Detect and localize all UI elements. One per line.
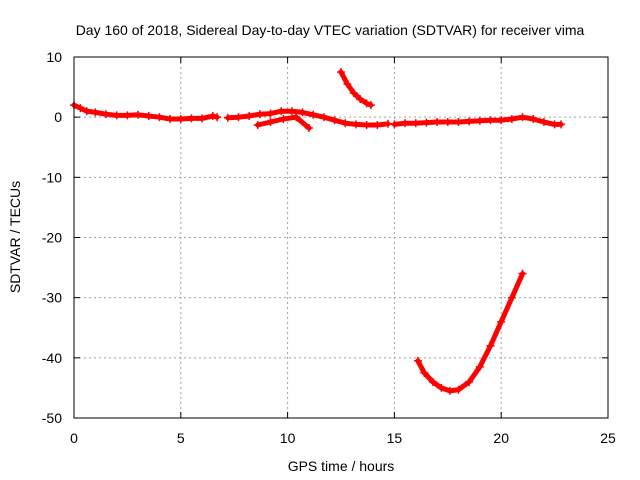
data-point bbox=[292, 113, 301, 122]
data-point bbox=[454, 117, 463, 126]
data-point bbox=[362, 120, 371, 129]
data-point bbox=[166, 114, 175, 123]
data-point bbox=[187, 114, 196, 123]
data-point bbox=[76, 104, 85, 113]
data-point bbox=[497, 116, 506, 125]
data-point bbox=[454, 385, 463, 394]
data-point bbox=[465, 117, 474, 126]
data-point bbox=[507, 293, 516, 302]
data-point bbox=[443, 117, 452, 126]
data-point bbox=[557, 120, 566, 129]
data-point bbox=[349, 89, 358, 98]
data-point bbox=[475, 362, 484, 371]
data-point bbox=[518, 113, 527, 122]
data-point bbox=[245, 111, 254, 120]
y-tick-label: -30 bbox=[42, 290, 62, 306]
data-point bbox=[475, 116, 484, 125]
axis-ticks: 0 5 10 15 20 25 10 0 -10 -20 -30 -40 -50 bbox=[42, 49, 616, 446]
data-point bbox=[351, 120, 360, 129]
series-sdtvar bbox=[70, 68, 566, 395]
data-point bbox=[176, 114, 185, 123]
x-tick-label: 20 bbox=[493, 430, 509, 446]
x-tick-label: 5 bbox=[177, 430, 185, 446]
data-point bbox=[428, 377, 437, 386]
data-point bbox=[309, 110, 318, 119]
data-point bbox=[401, 119, 410, 128]
data-point bbox=[343, 80, 352, 89]
data-point bbox=[518, 269, 527, 278]
data-point bbox=[413, 356, 422, 365]
x-tick-label: 25 bbox=[600, 430, 616, 446]
chart-title: Day 160 of 2018, Sidereal Day-to-day VTE… bbox=[76, 22, 585, 38]
data-point bbox=[330, 116, 339, 125]
data-point bbox=[539, 117, 548, 126]
data-point bbox=[198, 114, 207, 123]
data-point bbox=[356, 95, 365, 104]
data-segment-1 bbox=[225, 108, 391, 128]
data-point bbox=[223, 113, 232, 122]
data-point bbox=[373, 120, 382, 129]
data-point bbox=[234, 113, 243, 122]
data-point bbox=[507, 114, 516, 123]
data-point bbox=[362, 99, 371, 108]
data-point bbox=[433, 117, 442, 126]
x-tick-label: 15 bbox=[387, 430, 403, 446]
data-point bbox=[266, 109, 275, 118]
x-axis-label: GPS time / hours bbox=[288, 458, 395, 474]
data-point bbox=[82, 107, 91, 116]
data-point bbox=[497, 317, 506, 326]
data-point bbox=[411, 119, 420, 128]
data-point bbox=[486, 341, 495, 350]
y-axis-label: SDTVAR / TECUs bbox=[7, 181, 23, 293]
data-point bbox=[366, 101, 375, 110]
data-point bbox=[144, 111, 153, 120]
data-point bbox=[155, 113, 164, 122]
data-point bbox=[486, 116, 495, 125]
data-point bbox=[91, 108, 100, 117]
data-point bbox=[420, 368, 429, 377]
data-point bbox=[279, 114, 288, 123]
data-point bbox=[277, 107, 286, 116]
data-point bbox=[253, 120, 262, 129]
data-point bbox=[134, 110, 143, 119]
data-point bbox=[337, 68, 345, 77]
data-point bbox=[266, 117, 275, 126]
data-point bbox=[112, 111, 121, 120]
data-point bbox=[319, 113, 328, 122]
data-point bbox=[445, 386, 454, 395]
data-point bbox=[437, 383, 446, 392]
data-point bbox=[304, 123, 313, 132]
x-tick-label: 10 bbox=[280, 430, 296, 446]
grid bbox=[74, 57, 608, 418]
data-point bbox=[255, 110, 264, 119]
data-point bbox=[208, 111, 217, 120]
data-point bbox=[341, 119, 350, 128]
data-point bbox=[123, 111, 132, 120]
y-tick-label: -40 bbox=[42, 350, 62, 366]
data-segment-0 bbox=[71, 102, 220, 122]
data-point bbox=[529, 114, 538, 123]
data-point bbox=[287, 107, 296, 116]
y-tick-label: -20 bbox=[42, 230, 62, 246]
y-tick-label: 0 bbox=[54, 109, 62, 125]
data-segment-5 bbox=[415, 271, 526, 394]
data-point bbox=[390, 120, 399, 129]
y-tick-label: -50 bbox=[42, 410, 62, 426]
data-point bbox=[465, 377, 474, 386]
y-tick-label: -10 bbox=[42, 169, 62, 185]
y-tick-label: 10 bbox=[46, 49, 62, 65]
data-point bbox=[213, 113, 222, 122]
data-point bbox=[298, 108, 307, 117]
data-point bbox=[422, 118, 431, 127]
x-tick-label: 0 bbox=[70, 430, 78, 446]
data-point bbox=[102, 110, 111, 119]
